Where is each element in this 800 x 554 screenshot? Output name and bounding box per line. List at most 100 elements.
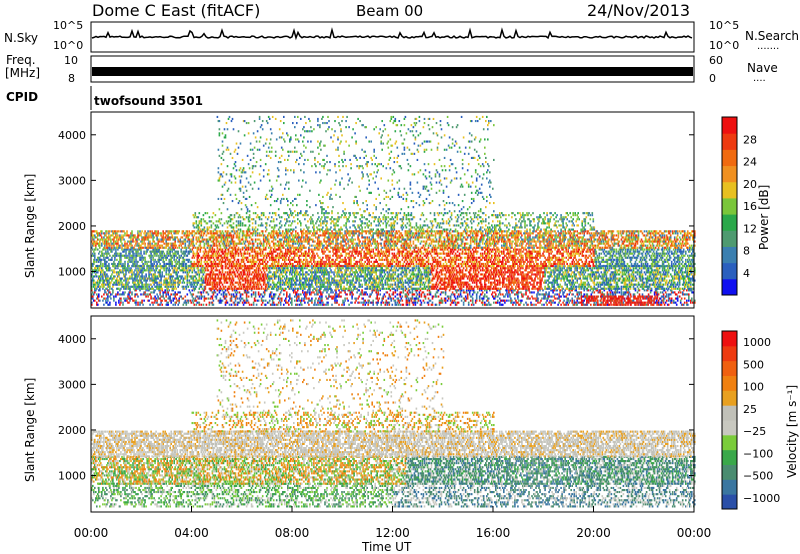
echo-cell [213,293,215,295]
echo-cell [110,298,112,300]
echo-cell [170,300,172,302]
echo-cell [420,300,422,302]
nave-trace [92,67,693,76]
nsearch-right-dots: ······· [757,44,779,55]
echo-cell [355,300,357,302]
echo-cell [415,302,417,304]
echo-cell [155,298,157,300]
freq-label-line2: [MHz] [5,66,40,80]
echo-cell [261,298,263,300]
echo-cell [398,298,400,300]
beam-label: Beam 00 [356,2,423,20]
echo-cell [471,296,473,298]
echo-cell [470,300,472,302]
echo-cell [300,293,302,295]
echo-cell [187,293,189,295]
echo-cell [471,304,473,306]
echo-cell [122,302,124,304]
echo-cell [408,293,410,295]
echo-cell [177,304,179,306]
echo-cell [457,296,459,298]
echo-cell [199,302,201,304]
echo-cell [126,300,128,302]
echo-cell [299,304,301,306]
echo-cell [357,298,359,300]
echo-cell [120,302,122,304]
echo-cell [246,302,248,304]
echo-cell [237,304,239,306]
echo-cell [127,296,129,298]
echo-cell [369,296,371,298]
echo-cell [465,296,467,298]
echo-cell [385,296,387,298]
echo-cell [288,300,290,302]
echo-cell [479,296,481,298]
echo-cell [336,300,338,302]
echo-cell [279,300,281,302]
echo-cell [377,302,379,304]
echo-cell [486,296,488,298]
echo-cell [410,291,412,293]
echo-cell [278,296,280,298]
echo-cell [344,298,346,300]
echo-cell [190,300,192,302]
echo-cell [376,298,378,300]
echo-cell [228,291,230,293]
echo-cell [248,302,250,304]
echo-cell [450,304,452,306]
echo-cell [338,293,340,295]
echo-cell [113,296,115,298]
echo-cell [322,291,324,293]
echo-cell [342,300,344,302]
echo-cell [455,298,457,300]
nave-right-dots: ···· [753,76,766,87]
echo-cell [417,293,419,295]
echo-cell [320,291,322,293]
echo-cell [419,293,421,295]
echo-cell [460,293,462,295]
echo-cell [468,304,470,306]
echo-cell [231,298,233,300]
echo-cell [242,298,244,300]
echo-cell [169,298,171,300]
echo-cell [236,296,238,298]
echo-cell [135,302,137,304]
echo-cell [204,300,206,302]
echo-cell [452,291,454,293]
echo-cell [297,304,299,306]
echo-cell [142,304,144,306]
echo-cell [146,293,148,295]
echo-cell [402,300,404,302]
echo-cell [419,296,421,298]
echo-cell [416,291,418,293]
echo-cell [432,304,434,306]
echo-cell [280,304,282,306]
echo-cell [186,304,188,306]
echo-cell [377,293,379,295]
echo-cell [128,293,130,295]
echo-cell [264,291,266,293]
echo-cell [120,298,122,300]
echo-cell [482,291,484,293]
echo-cell [486,291,488,293]
echo-cell [178,298,180,300]
echo-cell [272,300,274,302]
echo-cell [488,298,490,300]
echo-cell [239,302,241,304]
echo-cell [165,300,167,302]
echo-cell [231,304,233,306]
echo-cell [165,293,167,295]
echo-cell [458,293,460,295]
echo-cell [231,296,233,298]
echo-cell [293,291,295,293]
echo-cell [170,302,172,304]
echo-cell [150,296,152,298]
echo-cell [136,293,138,295]
echo-cell [196,304,198,306]
echo-cell [265,300,267,302]
echo-cell [445,293,447,295]
echo-cell [163,298,165,300]
echo-cell [372,302,374,304]
echo-cell [452,300,454,302]
echo-cell [249,304,251,306]
